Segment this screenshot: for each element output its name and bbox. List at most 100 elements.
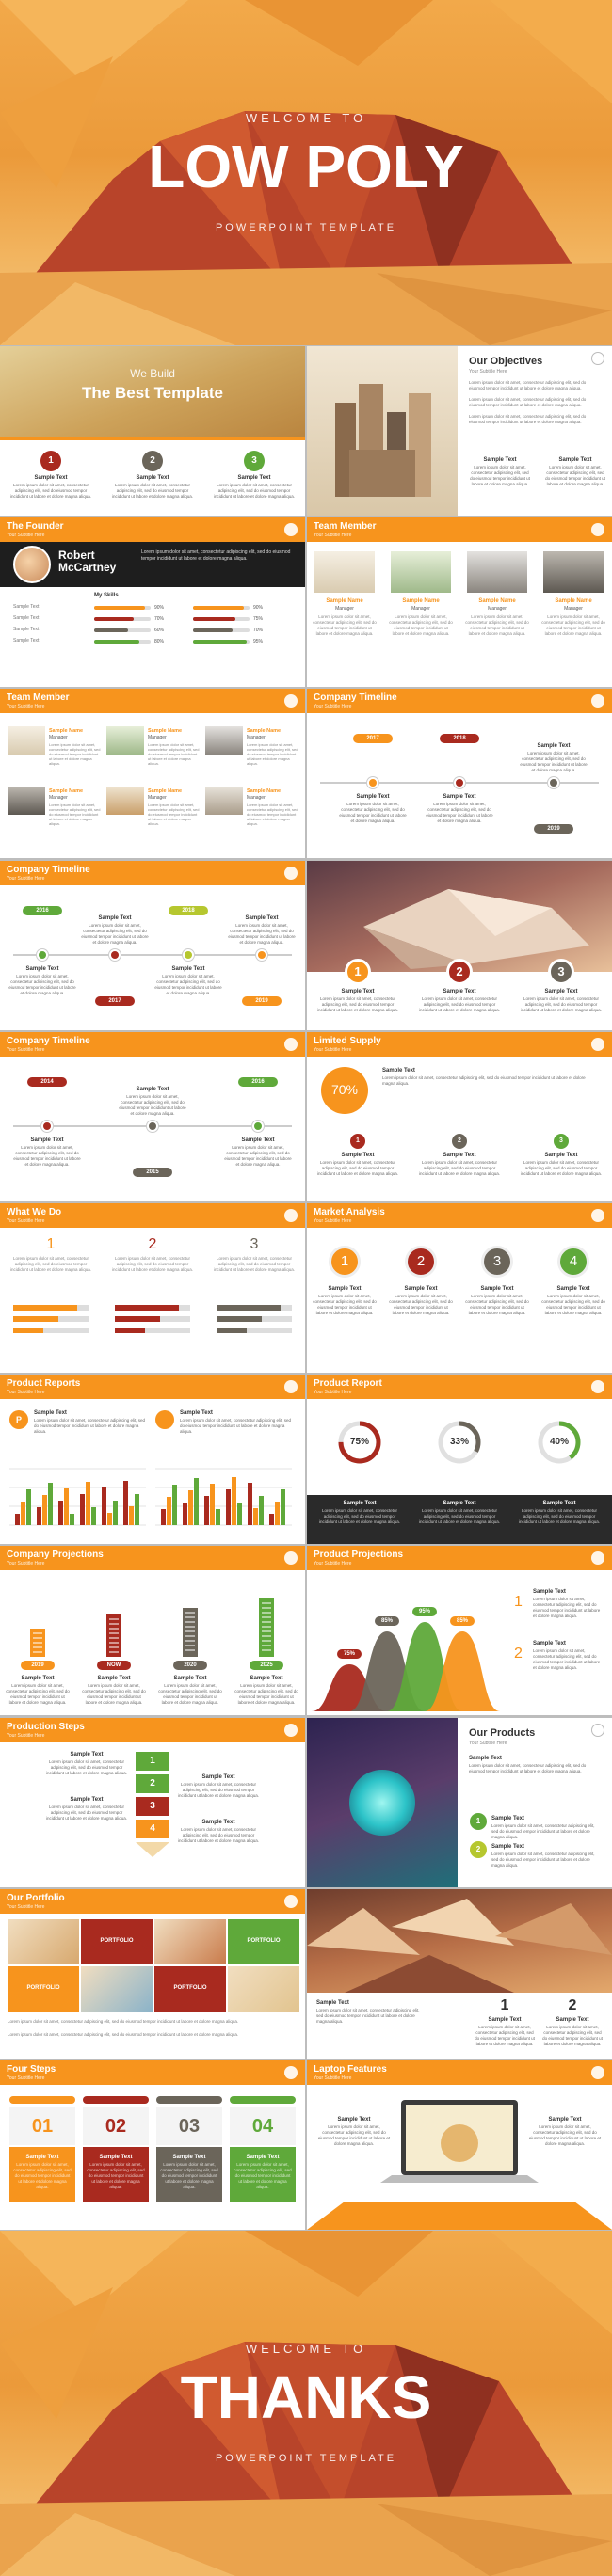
sample-body: Lorem ipsum dolor sit amet, consectetur … [491,1822,595,1839]
chart-bar [210,1484,215,1526]
sample-title: Sample Text [341,988,375,994]
tile-label: PORTFOLIO [100,1937,134,1944]
year-pill: 2018 [169,905,208,915]
chart-bar [102,1487,106,1526]
chart-bar [15,1514,20,1526]
facet [160,2342,282,2513]
step-circle: 1 [40,451,61,471]
slide-title: Company Timeline [314,692,397,704]
chart-bar [113,1501,118,1526]
sample-body: Lorem ipsum dolor sit amet, consectetur … [45,1758,128,1775]
member-role: Manager [411,606,430,612]
ring-label: 40% [549,1437,569,1448]
step-circle: 1 [329,1246,361,1278]
card [230,2107,296,2145]
progress-fill [115,1316,160,1322]
card-tab [156,2096,222,2104]
graphic [307,2100,612,2230]
sample-body: Lorem ipsum dolor sit amet, consectetur … [8,973,76,995]
progress-fill [217,1305,281,1311]
building-windows [185,1612,195,1654]
year-pill: NOW [97,1661,131,1671]
sample-title: Sample Text [97,1676,131,1682]
member-name: Sample Name [326,598,363,605]
skill-bar [94,617,134,622]
hero-kicker: WELCOME TO [245,2342,367,2356]
slide: Company Timeline Your Subtitle Here 2016 Sa… [0,860,305,1030]
chart-bar [172,1485,177,1526]
photo [106,726,144,755]
header-icon [591,1380,604,1394]
header-bar [0,1031,305,1057]
header-icon [284,694,298,708]
step-number: 02 [105,2116,127,2137]
timeline-line [13,953,292,956]
member-bio: Lorem ipsum dolor sit amet, consectetur … [148,803,200,827]
sample-title: Sample Text [171,965,205,972]
slide: Product Projections Your Subtitle Here 75%… [307,1546,612,1716]
skill-label: 80% [154,639,165,645]
card-body [83,2147,149,2202]
chart-bar [48,1483,53,1526]
chart-bar [269,1514,274,1526]
member-role: Manager [247,735,266,741]
timeline-node [256,948,267,961]
slide-subtitle: Your Subtitle Here [314,704,352,710]
graphic [0,0,612,345]
progress-fill [13,1305,77,1311]
founder-bio: Lorem ipsum dolor sit amet, consectetur … [141,549,291,563]
sample-title: Sample Text [488,2016,522,2023]
member-bio: Lorem ipsum dolor sit amet, consectetur … [49,803,101,827]
portfolio-tile [154,1965,226,2012]
progress-fill [13,1328,43,1333]
year-pill: 2018 [440,734,479,744]
graphic [338,1421,581,1464]
sample-title: Sample Text [443,1501,476,1507]
sample-title: Sample Text [533,1589,566,1596]
body-text: Lorem ipsum dolor sit amet, consectetur … [469,380,587,390]
slide-subtitle: Your Subtitle Here [7,704,45,710]
facet [395,2345,499,2513]
slide: Our Portfolio Your Subtitle Here PORTFOLIO… [0,1888,305,2059]
header-icon [591,523,604,537]
header-bar [307,1203,612,1228]
slide-title: What We Do [7,1207,62,1217]
timeline-node [41,1120,53,1132]
header-icon [591,1551,604,1566]
sample-body: Lorem ipsum dolor sit amet, consectetur … [9,483,92,499]
sample-title: Sample Text [70,1796,104,1803]
chart-bar [129,1506,134,1526]
slide-title: The Best Template [82,384,223,402]
sample-body: Lorem ipsum dolor sit amet, consectetur … [224,1144,292,1167]
slide-subtitle: Your Subtitle Here [314,1218,352,1224]
photo [205,787,243,816]
chart-bar [188,1490,193,1526]
slide-subtitle: Your Subtitle Here [7,1046,45,1053]
card [9,2107,75,2145]
slide-subtitle: Your Subtitle Here [469,1740,507,1746]
chart-bar [204,1496,209,1526]
member-role: Manager [488,606,507,612]
skill-label: 90% [253,605,264,612]
slide: Market Analysis Your Subtitle Here 1 Sample… [307,1203,612,1373]
sample-title: Sample Text [382,1067,415,1073]
sample-title: Sample Text [136,475,169,481]
facet [490,0,612,103]
portfolio-tile [81,1918,153,1964]
hero-kicker: WELCOME TO [245,111,367,125]
step-number: 01 [31,2116,54,2137]
slide: Team Member Your Subtitle Here Sample Name… [307,517,612,688]
sample-body: Lorem ipsum dolor sit amet, consectetur … [82,1683,146,1706]
sample-body: Lorem ipsum dolor sit amet, consectetur … [528,2124,602,2146]
slide-title: Our Portfolio [7,1892,65,1903]
photo [8,1918,79,1964]
sample-title: Sample Text [201,1819,235,1825]
sample-title: Sample Text [246,2155,280,2160]
year-pill: 2025 [250,1661,283,1671]
card-tab [83,2096,149,2104]
slide: The Founder Your Subtitle Here Robert McCa… [0,517,305,688]
graphic [136,1841,169,1857]
badge-circle [155,1410,174,1430]
contact-text: Sample Text [13,638,40,644]
